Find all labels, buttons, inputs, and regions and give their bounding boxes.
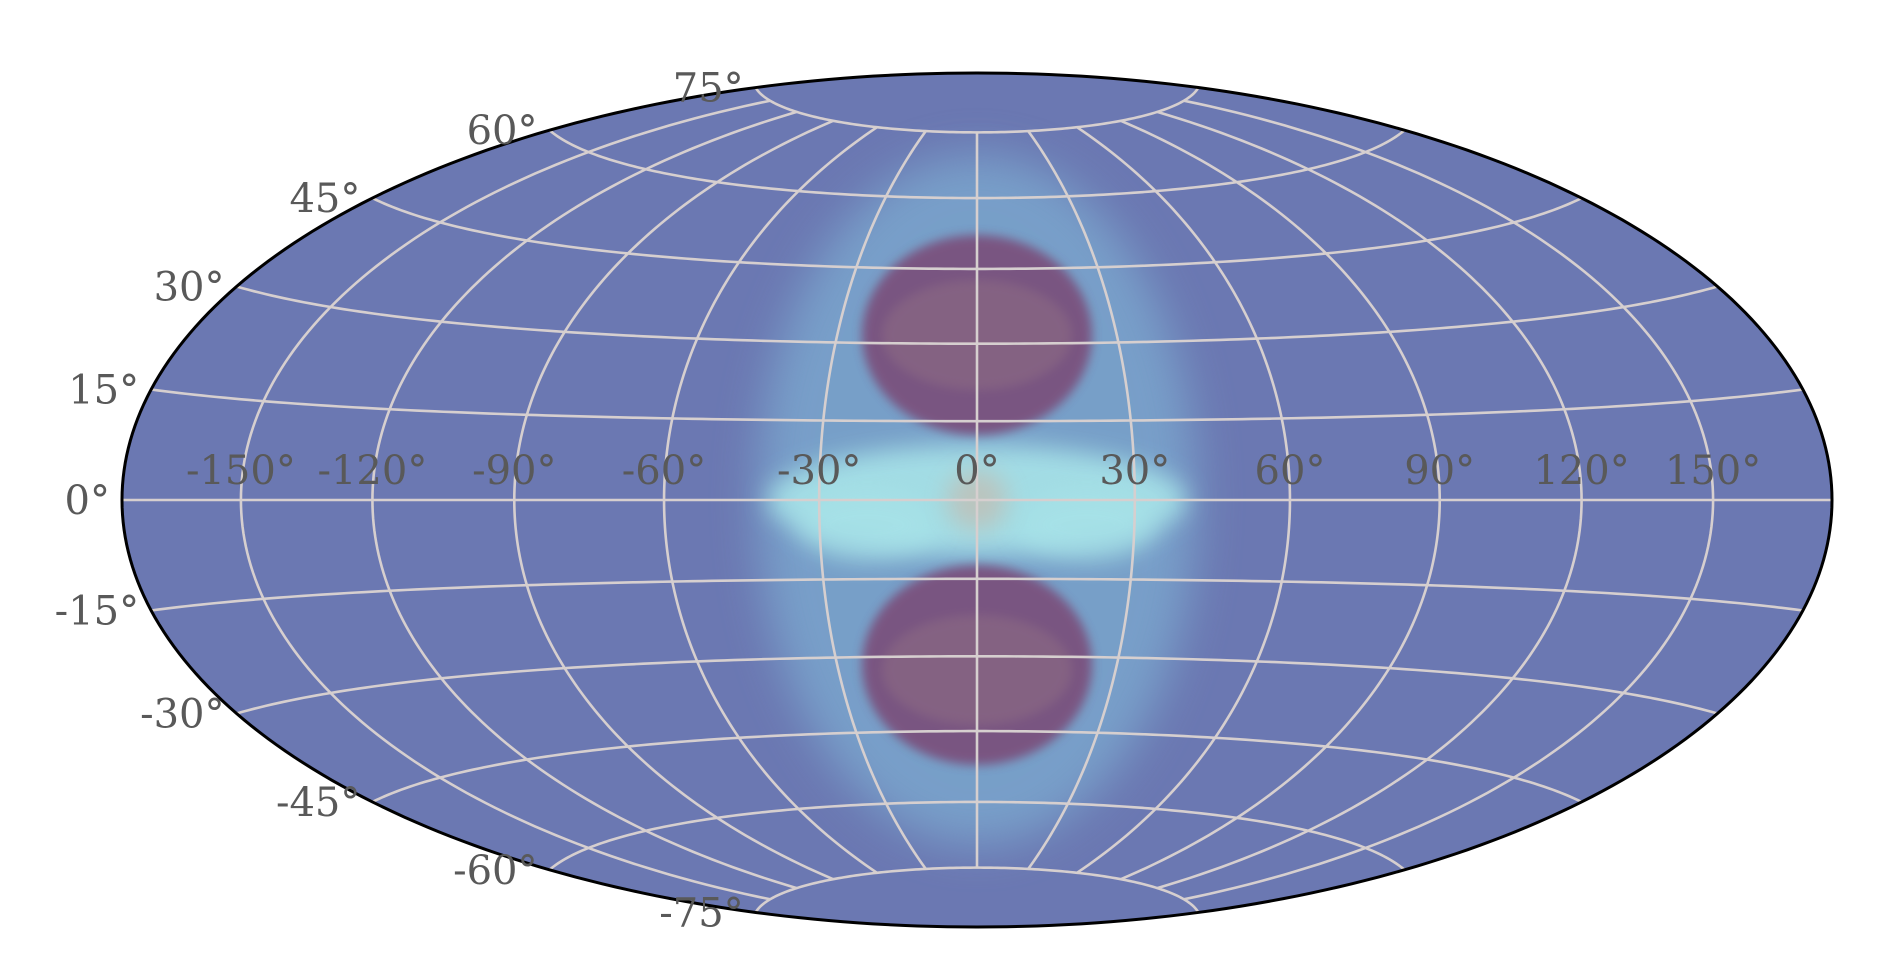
latitude-label: 45° xyxy=(289,176,360,222)
latitude-label: -30° xyxy=(140,692,224,738)
longitude-label: 60° xyxy=(1255,448,1326,494)
meridian-line xyxy=(512,119,834,881)
longitude-label: -90° xyxy=(472,448,556,494)
latitude-label: 75° xyxy=(673,66,744,112)
meridian-line xyxy=(371,110,798,890)
meridian-line xyxy=(239,99,771,901)
graticule-grid xyxy=(122,86,1832,914)
map-outline xyxy=(120,71,1834,929)
longitude-label: -120° xyxy=(317,448,427,494)
equatorial-band-right xyxy=(1017,490,1157,560)
latitude-label: -45° xyxy=(276,780,360,826)
latitude-label: 15° xyxy=(68,368,139,414)
meridian-line xyxy=(1076,126,1292,874)
longitude-label: 150° xyxy=(1665,448,1761,494)
meridian-line xyxy=(1156,110,1583,890)
meridian-line xyxy=(662,126,878,874)
meridian-line xyxy=(1183,99,1715,901)
latitude-label: -15° xyxy=(55,589,139,635)
longitude-label: 90° xyxy=(1404,448,1475,494)
longitude-label: 0° xyxy=(954,448,999,494)
latitude-label: 60° xyxy=(467,108,538,154)
longitude-label: 120° xyxy=(1533,448,1629,494)
latitude-label: -60° xyxy=(453,848,537,894)
longitude-label: -30° xyxy=(777,448,861,494)
map-globe xyxy=(122,73,1832,927)
meridian-line xyxy=(1027,130,1137,870)
latitude-label: 30° xyxy=(154,265,225,311)
latitude-label: -75° xyxy=(659,891,743,937)
latitude-label: 0° xyxy=(65,478,110,524)
meridian-line xyxy=(817,130,927,870)
longitude-label: -150° xyxy=(186,448,296,494)
graticule-labels: -150° -120° -90° -60° -30° 0° 30° 60° 90° 120° 150… xyxy=(55,66,1762,937)
longitude-label: -60° xyxy=(622,448,706,494)
equatorial-band-left xyxy=(797,490,937,560)
longitude-label: 30° xyxy=(1099,448,1170,494)
meridian-line xyxy=(1120,119,1442,881)
